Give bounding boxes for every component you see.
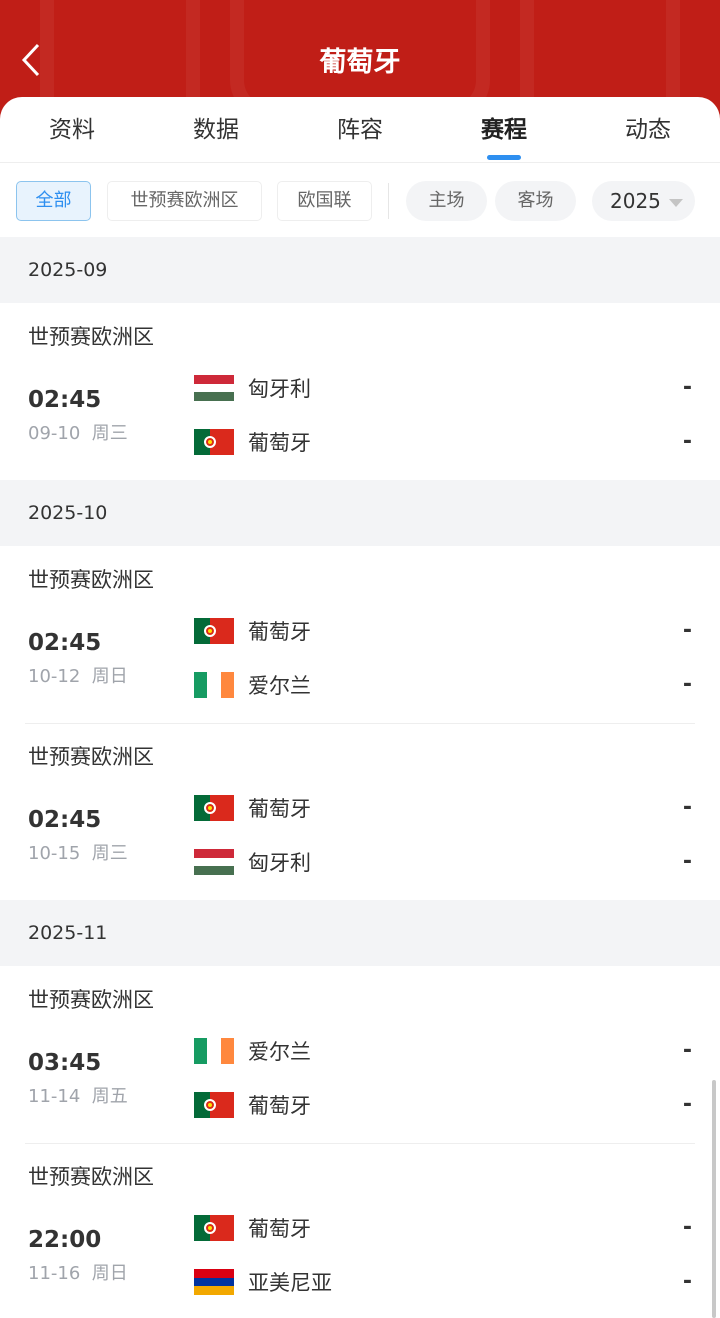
scrollbar[interactable]: [712, 1080, 716, 1318]
year-value: 2025: [610, 189, 661, 213]
away-team: 葡萄牙: [194, 427, 311, 457]
league-name: 世预赛欧洲区: [28, 745, 154, 769]
away-score: -: [682, 849, 692, 874]
match-row[interactable]: 世预赛欧洲区 03:45 11-14 周五 爱尔兰 葡萄牙 - -: [0, 966, 720, 1143]
page-title: 葡萄牙: [319, 47, 401, 78]
weekday: 周三: [91, 843, 128, 864]
portugal-flag-icon: [194, 618, 234, 644]
portugal-flag-icon: [194, 795, 234, 821]
filter-away[interactable]: 客场: [495, 181, 576, 221]
ireland-flag-icon: [194, 672, 234, 698]
team-name: 亚美尼亚: [248, 1271, 332, 1295]
match-date: 09-10 周三: [28, 419, 128, 445]
home-team: 爱尔兰: [194, 1036, 311, 1066]
home-score: -: [682, 618, 692, 643]
away-score: -: [682, 672, 692, 697]
date: 10-15: [28, 843, 81, 864]
filter-wcq-europe[interactable]: 世预赛欧洲区: [107, 181, 262, 221]
year-select[interactable]: 2025: [592, 181, 695, 221]
away-score: -: [682, 429, 692, 454]
hungary-flag-icon: [194, 375, 234, 402]
match-date: 11-14 周五: [28, 1082, 128, 1108]
weekday: 周日: [91, 1263, 128, 1284]
filter-bar: 全部 世预赛欧洲区 欧国联 主场 客场 2025: [0, 163, 720, 237]
match-row[interactable]: 世预赛欧洲区 02:45 10-12 周日 葡萄牙 爱尔兰 - -: [0, 546, 720, 723]
team-name: 葡萄牙: [248, 620, 311, 644]
schedule-list: 2025-09 世预赛欧洲区 02:45 09-10 周三 匈牙利 葡萄牙 - …: [0, 237, 720, 1318]
home-team: 葡萄牙: [194, 616, 311, 646]
tab-profile[interactable]: 资料: [49, 117, 95, 143]
match-row[interactable]: 世预赛欧洲区 22:00 11-16 周日 葡萄牙 亚美尼亚 - -: [0, 1143, 720, 1318]
content-card: 资料 数据 阵容 赛程 动态 全部 世预赛欧洲区 欧国联 主场 客场 2025 …: [0, 97, 720, 1318]
match-time: 02:45: [28, 807, 102, 833]
weekday: 周日: [91, 666, 128, 687]
tab-news[interactable]: 动态: [625, 117, 671, 143]
match-row[interactable]: 世预赛欧洲区 02:45 10-15 周三 葡萄牙 匈牙利 - -: [0, 723, 720, 900]
tab-stats[interactable]: 数据: [193, 117, 239, 143]
date: 11-14: [28, 1086, 81, 1107]
away-team: 亚美尼亚: [194, 1267, 332, 1297]
league-name: 世预赛欧洲区: [28, 1165, 154, 1189]
home-score: -: [682, 795, 692, 820]
portugal-flag-icon: [194, 1215, 234, 1241]
home-team: 葡萄牙: [194, 1213, 311, 1243]
weekday: 周五: [91, 1086, 128, 1107]
portugal-flag-icon: [194, 429, 234, 455]
match-time: 02:45: [28, 387, 102, 413]
home-team: 葡萄牙: [194, 793, 311, 823]
away-score: -: [682, 1269, 692, 1294]
team-name: 匈牙利: [248, 851, 311, 875]
date: 09-10: [28, 423, 81, 444]
filter-nations-league[interactable]: 欧国联: [277, 181, 372, 221]
month-header: 2025-09: [0, 237, 720, 303]
filter-home[interactable]: 主场: [406, 181, 487, 221]
date: 11-16: [28, 1263, 81, 1284]
caret-down-icon: [668, 198, 683, 207]
match-date: 10-15 周三: [28, 839, 128, 865]
tab-schedule[interactable]: 赛程: [432, 97, 576, 162]
back-arrow-icon[interactable]: [18, 42, 48, 78]
home-team: 匈牙利: [194, 373, 311, 403]
away-team: 匈牙利: [194, 847, 311, 877]
home-score: -: [682, 375, 692, 400]
divider: [25, 723, 695, 724]
match-time: 22:00: [28, 1227, 102, 1253]
month-header: 2025-11: [0, 900, 720, 966]
weekday: 周三: [91, 423, 128, 444]
league-name: 世预赛欧洲区: [28, 325, 154, 349]
filter-all[interactable]: 全部: [16, 181, 91, 221]
tab-lineup[interactable]: 阵容: [337, 117, 383, 143]
match-row[interactable]: 世预赛欧洲区 02:45 09-10 周三 匈牙利 葡萄牙 - -: [0, 303, 720, 480]
team-name: 葡萄牙: [248, 1094, 311, 1118]
match-date: 11-16 周日: [28, 1259, 128, 1285]
team-name: 葡萄牙: [248, 431, 311, 455]
team-name: 爱尔兰: [248, 674, 311, 698]
date: 10-12: [28, 666, 81, 687]
portugal-flag-icon: [194, 1092, 234, 1118]
league-name: 世预赛欧洲区: [28, 988, 154, 1012]
away-score: -: [682, 1092, 692, 1117]
away-team: 爱尔兰: [194, 670, 311, 700]
armenia-flag-icon: [194, 1269, 234, 1296]
match-date: 10-12 周日: [28, 662, 128, 688]
league-name: 世预赛欧洲区: [28, 568, 154, 592]
match-time: 03:45: [28, 1050, 102, 1076]
ireland-flag-icon: [194, 1038, 234, 1064]
hungary-flag-icon: [194, 849, 234, 876]
home-score: -: [682, 1038, 692, 1063]
team-name: 葡萄牙: [248, 1217, 311, 1241]
away-team: 葡萄牙: [194, 1090, 311, 1120]
tab-bar: 资料 数据 阵容 赛程 动态: [0, 97, 720, 163]
month-header: 2025-10: [0, 480, 720, 546]
team-name: 爱尔兰: [248, 1040, 311, 1064]
divider: [25, 1143, 695, 1144]
match-time: 02:45: [28, 630, 102, 656]
home-score: -: [682, 1215, 692, 1240]
team-name: 匈牙利: [248, 377, 311, 401]
divider: [388, 183, 389, 219]
team-name: 葡萄牙: [248, 797, 311, 821]
